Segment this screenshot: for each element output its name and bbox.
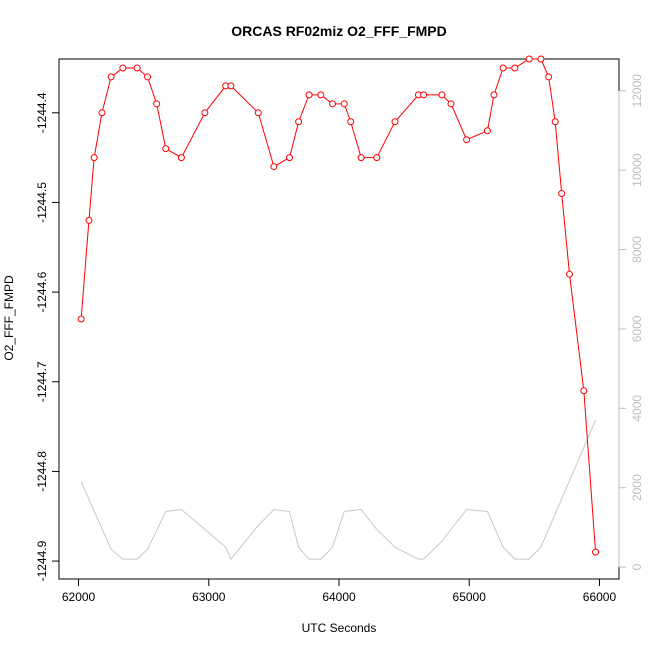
data-point <box>558 189 566 197</box>
x-tick-label: 65000 <box>453 590 487 604</box>
y-tick-label: -1244.7 <box>35 361 49 402</box>
data-point <box>317 91 325 99</box>
data-point <box>119 64 127 72</box>
plot-frame <box>58 58 620 580</box>
data-point <box>438 91 446 99</box>
y2-tick-label: 10000 <box>630 153 644 187</box>
y2-tick-label: 0 <box>630 563 644 570</box>
y-axis-right: 0 2000 4000 6000 8000 10000 12000 <box>618 74 644 570</box>
data-point <box>328 100 336 108</box>
data-point <box>177 154 185 162</box>
data-point <box>340 100 348 108</box>
y-tick-label: -1244.5 <box>35 182 49 223</box>
data-point <box>447 100 455 108</box>
y-axis-left: -1244.9 -1244.8 -1244.7 -1244.6 -1244.5 -1244… <box>35 92 60 581</box>
data-point <box>551 118 559 126</box>
y-tick-label: -1244.6 <box>35 271 49 312</box>
data-point <box>201 109 209 117</box>
y2-tick-label: 12000 <box>630 74 644 108</box>
data-point <box>463 136 471 144</box>
y-tick-label: -1244.8 <box>35 451 49 492</box>
data-point <box>566 270 574 278</box>
data-point <box>98 109 106 117</box>
x-axis-label: UTC Seconds <box>302 621 377 635</box>
x-axis: 62000 63000 64000 65000 66000 <box>62 578 617 604</box>
data-point <box>270 163 278 171</box>
data-point <box>373 154 381 162</box>
data-point <box>511 64 519 72</box>
data-point <box>77 315 85 323</box>
data-point <box>133 64 141 72</box>
data-point <box>295 118 303 126</box>
y2-tick-label: 8000 <box>630 236 644 263</box>
data-point <box>305 91 313 99</box>
data-point <box>580 387 588 395</box>
data-point <box>90 154 98 162</box>
y2-tick-label: 2000 <box>630 474 644 501</box>
data-point <box>525 55 533 63</box>
data-point <box>592 548 600 556</box>
y2-tick-label: 4000 <box>630 395 644 422</box>
data-point <box>483 127 491 135</box>
data-point <box>254 109 262 117</box>
data-point <box>162 145 170 153</box>
data-point <box>545 73 553 81</box>
x-tick-label: 63000 <box>192 590 226 604</box>
y-tick-label: -1244.9 <box>35 540 49 581</box>
series-layer <box>77 55 600 561</box>
y-tick-label: -1244.4 <box>35 92 49 133</box>
data-point <box>420 91 428 99</box>
data-point <box>490 91 498 99</box>
data-point <box>144 73 152 81</box>
y2-tick-label: 6000 <box>630 315 644 342</box>
data-point <box>357 154 365 162</box>
data-point <box>227 82 235 90</box>
data-point <box>537 55 545 63</box>
x-tick-label: 64000 <box>322 590 356 604</box>
chart-title: ORCAS RF02miz O2_FFF_FMPD <box>231 23 446 39</box>
data-point <box>153 100 161 108</box>
data-point <box>85 216 93 224</box>
data-point <box>107 73 115 81</box>
data-point <box>499 64 507 72</box>
secondary-series-line <box>80 420 597 561</box>
o2-series-line <box>80 58 597 553</box>
data-point <box>286 154 294 162</box>
x-tick-label: 62000 <box>62 590 96 604</box>
y-axis-label: O2_FFF_FMPD <box>2 275 16 361</box>
x-tick-label: 66000 <box>583 590 617 604</box>
data-point <box>347 118 355 126</box>
data-point <box>391 118 399 126</box>
